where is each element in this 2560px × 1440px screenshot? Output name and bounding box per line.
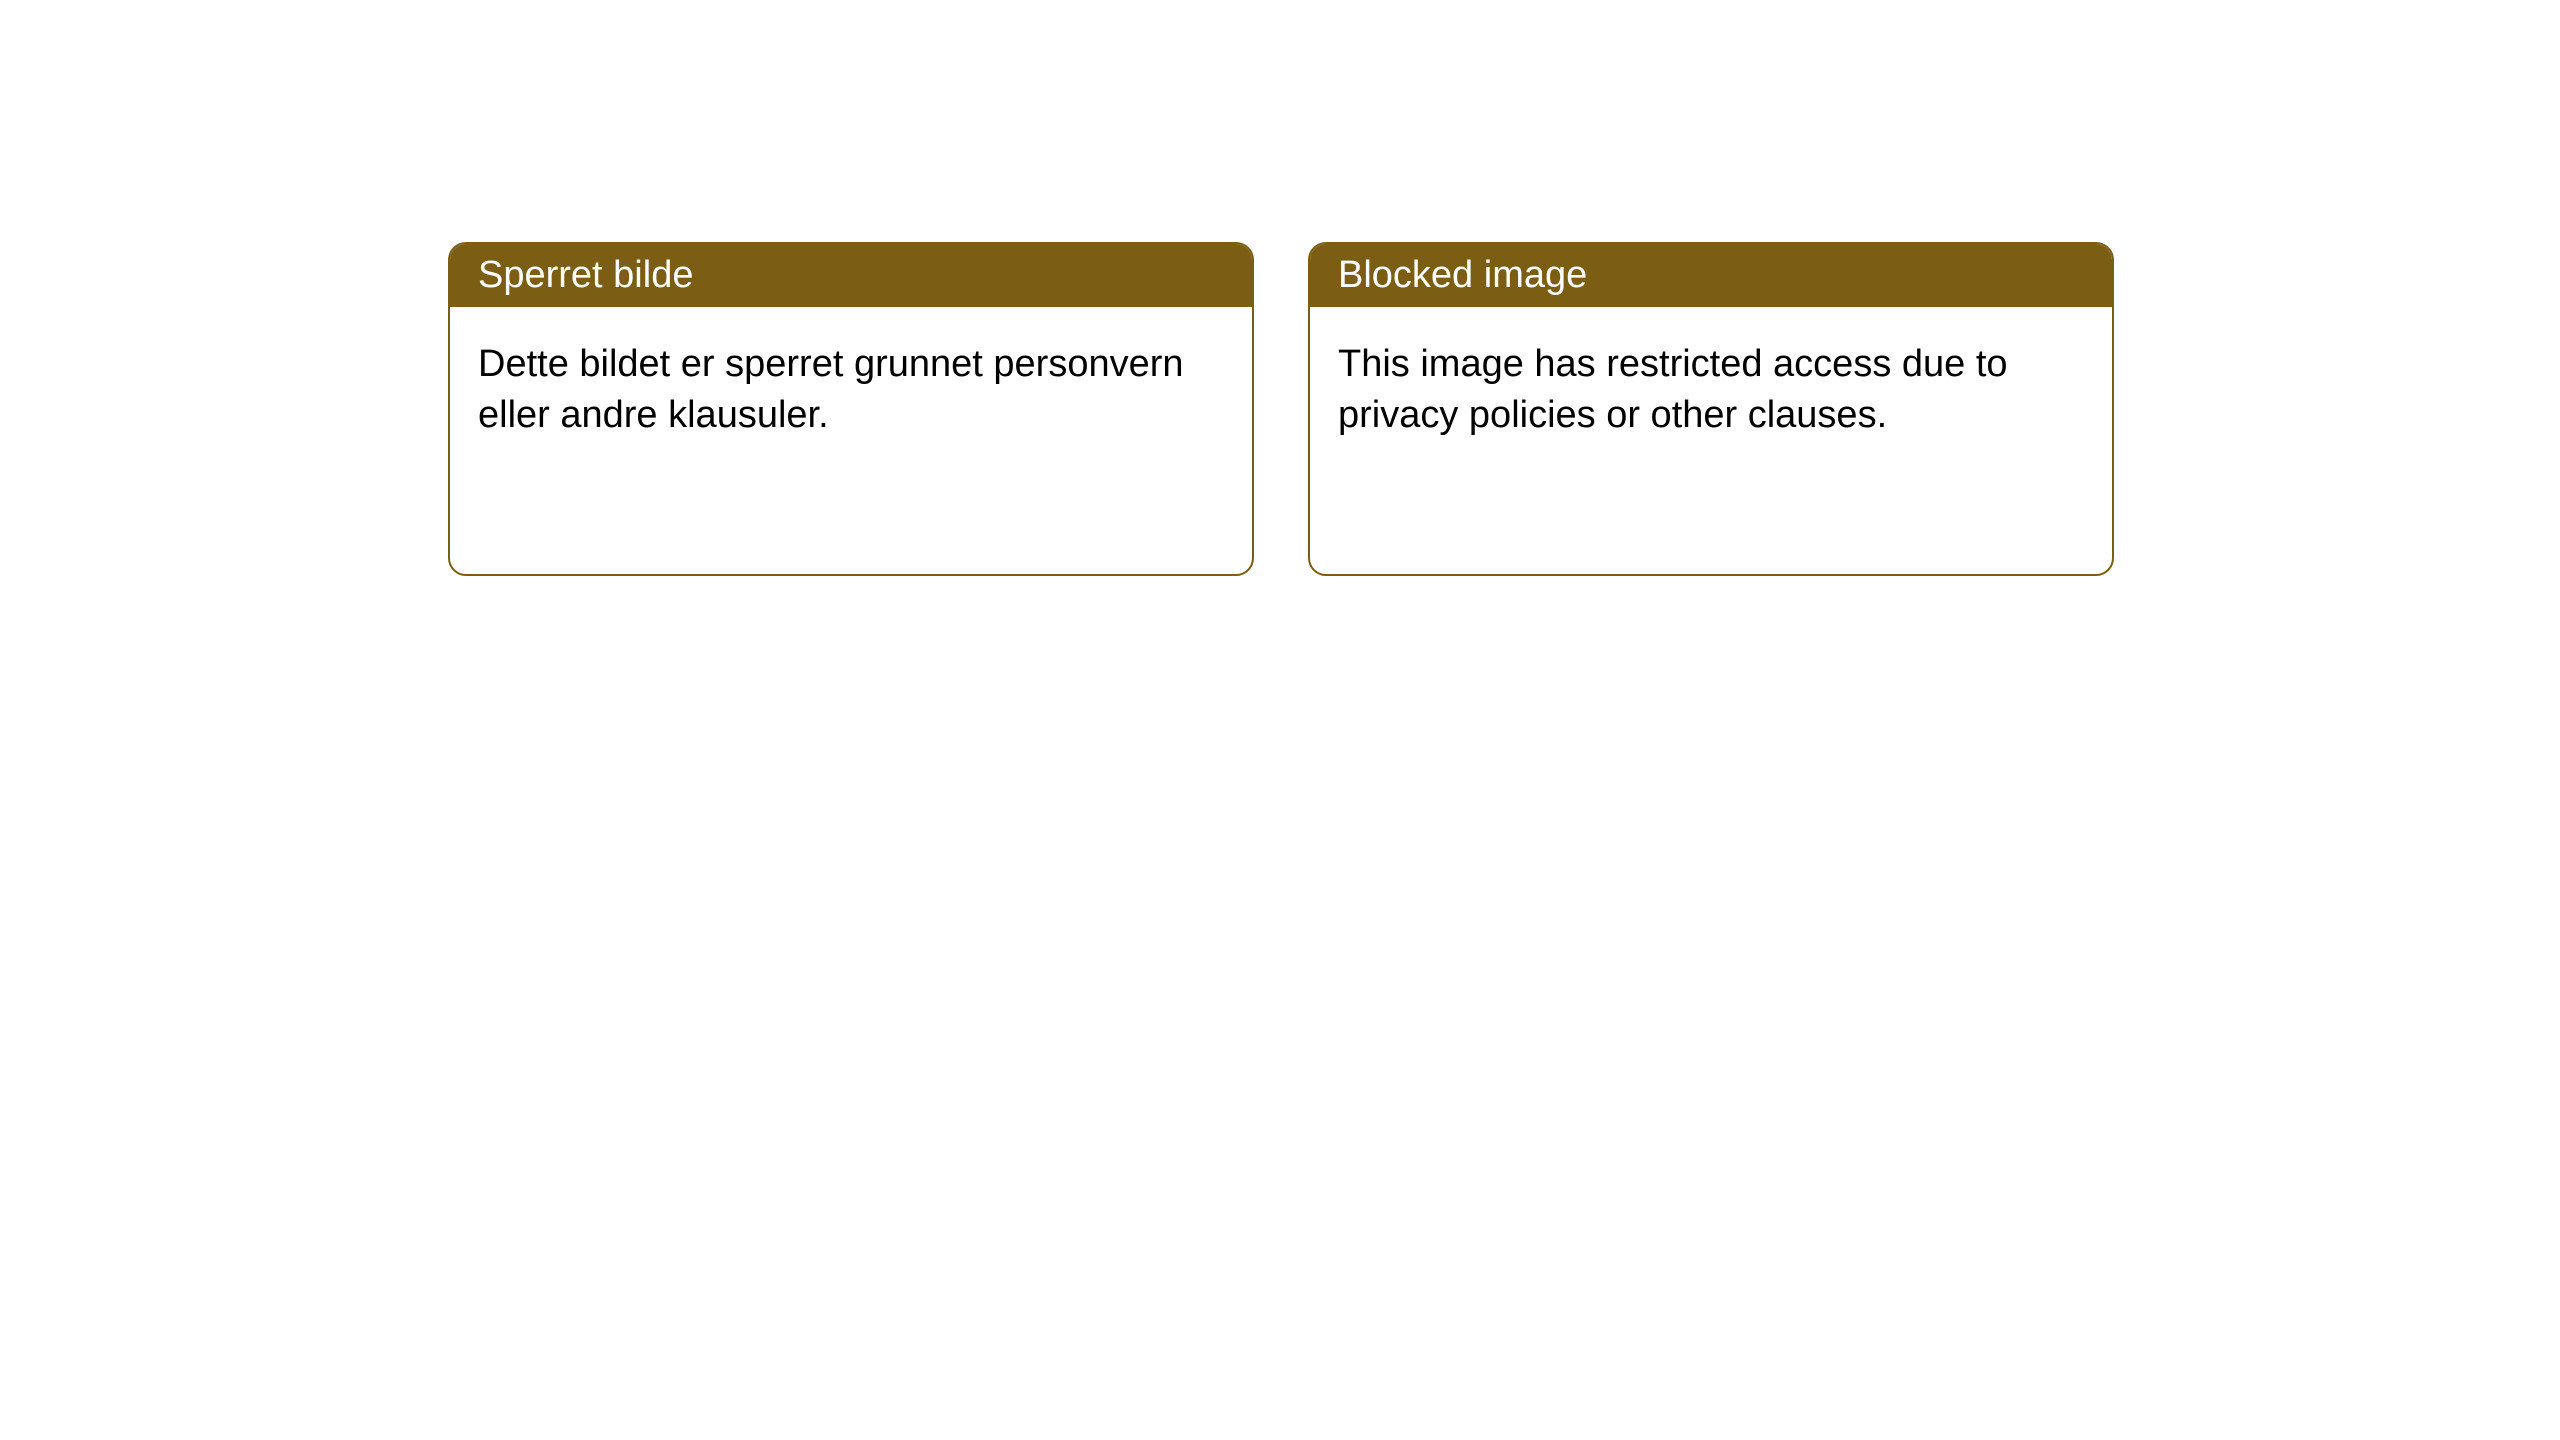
notice-card-english: Blocked image This image has restricted … [1308,242,2114,576]
notice-card-body: This image has restricted access due to … [1310,307,2112,474]
notice-card-title: Blocked image [1310,244,2112,307]
notice-card-title: Sperret bilde [450,244,1252,307]
notice-card-body: Dette bildet er sperret grunnet personve… [450,307,1252,474]
notice-container: Sperret bilde Dette bildet er sperret gr… [0,0,2560,576]
notice-card-norwegian: Sperret bilde Dette bildet er sperret gr… [448,242,1254,576]
